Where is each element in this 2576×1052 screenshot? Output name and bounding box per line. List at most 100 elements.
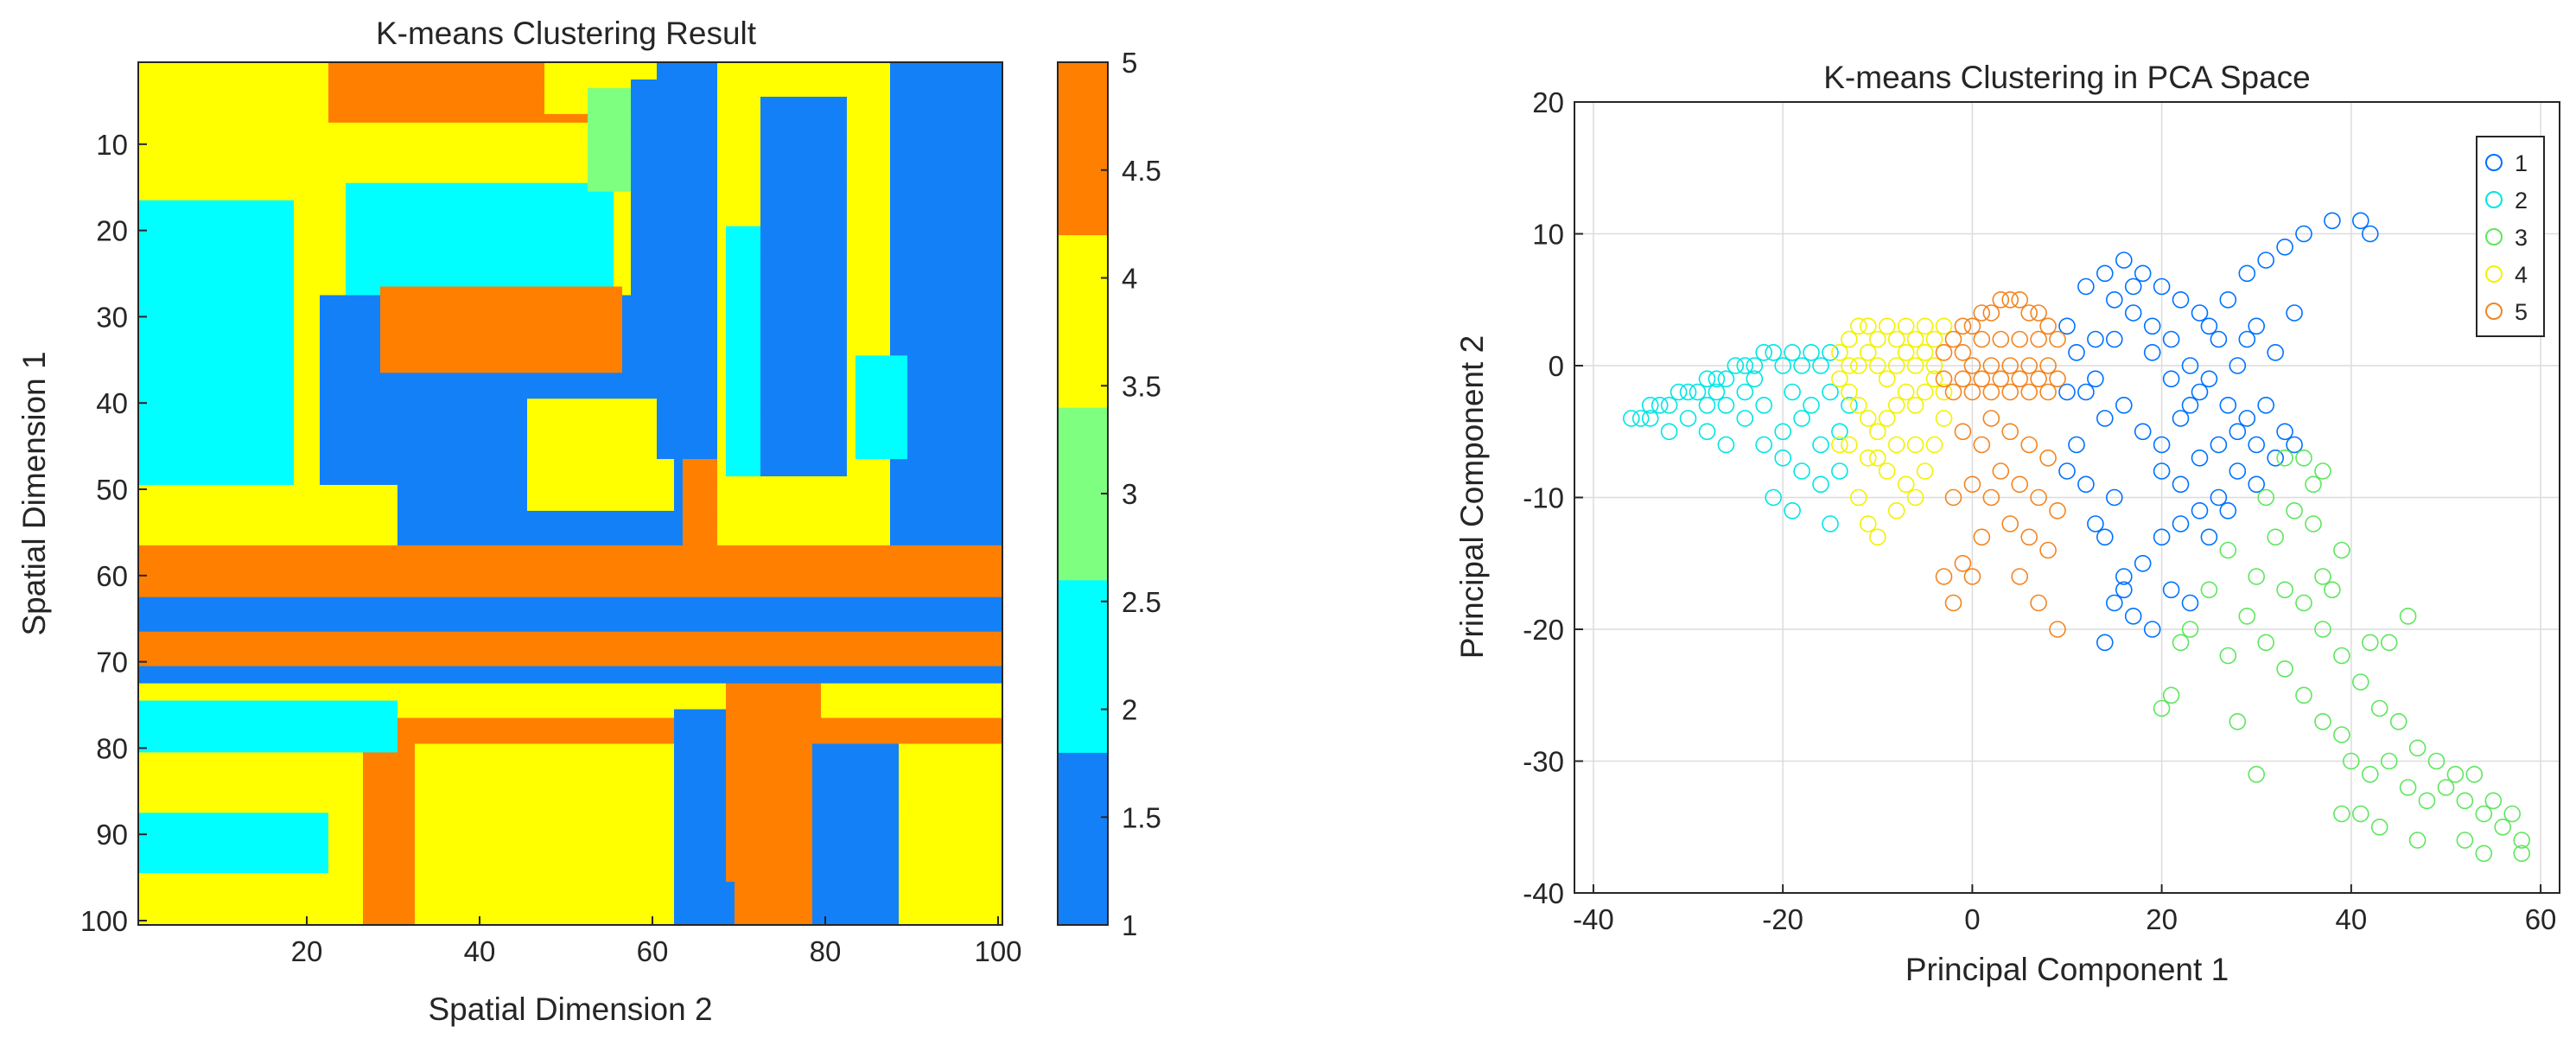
heatmap-cell	[890, 70, 1003, 80]
heatmap-cell	[138, 908, 364, 917]
legend-marker	[2485, 228, 2503, 245]
colorbar-segment	[1058, 407, 1108, 581]
heatmap-cell	[138, 838, 329, 848]
heatmap-cell	[415, 787, 675, 796]
heatmap-cell	[726, 700, 822, 711]
scatter-point	[2333, 647, 2350, 665]
heatmap-cell	[717, 79, 891, 89]
heatmap-cell	[890, 243, 1003, 253]
heatmap-cell	[346, 252, 614, 262]
heatmap-cell	[760, 131, 848, 141]
heatmap-cell	[138, 79, 329, 89]
heatmap-cell	[760, 105, 848, 115]
heatmap-y-tick-label: 90	[96, 819, 128, 851]
heatmap-cell	[363, 847, 416, 857]
heatmap-cell	[415, 761, 675, 770]
heatmap-cell	[899, 908, 1003, 917]
heatmap-cell	[657, 398, 718, 408]
scatter-point	[2191, 304, 2209, 322]
heatmap-cell	[674, 468, 684, 477]
heatmap-cell	[760, 243, 848, 253]
heatmap-cell	[138, 571, 1003, 581]
scatter-point	[2153, 528, 2171, 546]
heatmap-cell	[415, 813, 675, 822]
heatmap-y-tick-label: 50	[96, 474, 128, 506]
scatter-point	[2257, 488, 2274, 507]
scatter-point	[1887, 501, 1905, 520]
heatmap-cell	[294, 303, 321, 314]
scatter-point	[1869, 449, 1886, 467]
heatmap-cell	[138, 347, 295, 356]
scatter-point	[1963, 475, 1981, 494]
heatmap-cell	[847, 407, 856, 417]
heatmap-cell	[847, 191, 891, 201]
heatmap-cell	[328, 847, 364, 857]
scatter-point	[2143, 621, 2161, 638]
heatmap-cell	[328, 821, 364, 831]
scatter-point	[1944, 594, 1962, 612]
heatmap-cell	[726, 450, 761, 460]
scatter-point	[1850, 357, 1867, 374]
legend-label: 5	[2515, 299, 2528, 325]
scatter-point	[1755, 396, 1772, 414]
scatter-point	[1973, 370, 1991, 388]
heatmap-cell	[631, 260, 718, 271]
heatmap-cell	[415, 804, 675, 813]
heatmap-cell	[294, 269, 347, 279]
heatmap-cell	[138, 856, 329, 865]
scatter-point	[2162, 686, 2180, 705]
heatmap-cell	[726, 787, 813, 796]
heatmap-cell	[657, 62, 718, 72]
heatmap-cell	[855, 355, 908, 365]
heatmap-cell	[726, 726, 1003, 736]
heatmap-cell	[380, 329, 623, 339]
heatmap-cell	[294, 277, 347, 288]
heatmap-cell	[726, 856, 813, 865]
heatmap-cell	[138, 873, 364, 883]
heatmap-cell	[760, 252, 848, 262]
heatmap-cell	[138, 131, 588, 141]
heatmap-cell	[717, 131, 761, 141]
heatmap-cell	[674, 916, 735, 926]
heatmap-cell	[138, 303, 295, 314]
scatter-point	[1878, 317, 1896, 335]
scatter-point	[1935, 370, 1953, 388]
scatter-point	[2200, 581, 2218, 599]
scatter-point	[2370, 699, 2388, 717]
heatmap-cell	[631, 217, 718, 227]
scatter-y-tick-label: -20	[1523, 614, 1564, 646]
scatter-point	[2219, 501, 2237, 520]
heatmap-cell	[760, 312, 848, 322]
heatmap-cell	[847, 277, 891, 288]
scatter-point	[1831, 462, 1848, 480]
heatmap-cell	[138, 501, 398, 512]
scatter-point	[1963, 383, 1981, 401]
scatter-point	[2143, 343, 2161, 361]
heatmap-cell	[760, 200, 848, 210]
scatter-point	[1916, 462, 1934, 480]
heatmap-cell	[138, 579, 1003, 590]
heatmap-cell	[138, 640, 1003, 650]
heatmap-cell	[812, 787, 900, 796]
heatmap-cell	[847, 433, 856, 443]
heatmap-cell	[847, 295, 891, 305]
heatmap-cell	[760, 208, 848, 219]
heatmap-cell	[890, 156, 1003, 167]
scatter-point	[2001, 423, 2019, 441]
heatmap-cell	[760, 338, 848, 347]
heatmap-cell	[726, 692, 822, 702]
heatmap-cell	[138, 666, 1003, 676]
heatmap-cell	[890, 277, 1003, 288]
scatter-point	[1954, 423, 1972, 441]
heatmap-cell	[415, 847, 675, 857]
heatmap-cell	[726, 804, 813, 813]
heatmap-cell	[760, 450, 848, 460]
heatmap-cell	[847, 234, 891, 245]
heatmap-cell	[380, 364, 623, 373]
heatmap-cell	[346, 217, 614, 227]
heatmap-cell	[726, 226, 761, 236]
scatter-point	[2011, 330, 2028, 348]
heatmap-cell	[614, 208, 632, 219]
heatmap-cell	[138, 191, 347, 201]
heatmap-cell	[726, 735, 1003, 745]
